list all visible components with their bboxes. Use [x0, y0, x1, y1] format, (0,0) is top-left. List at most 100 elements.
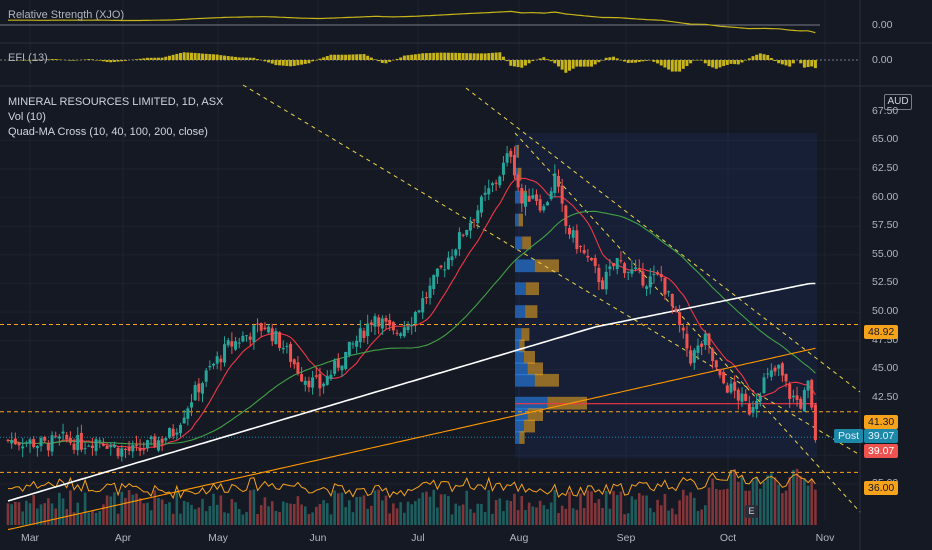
trend-line — [465, 87, 861, 393]
time-tick: Oct — [719, 532, 737, 544]
candle-body — [76, 434, 80, 451]
volume-bar — [120, 491, 124, 525]
efi-bar — [171, 54, 175, 60]
volume-bar — [410, 504, 413, 525]
efi-bar — [285, 60, 289, 66]
candle-body — [32, 439, 36, 448]
candle-body — [597, 267, 601, 283]
candle-body — [483, 192, 487, 195]
candle-body — [711, 348, 715, 362]
efi-bar — [223, 55, 227, 60]
efi-bar — [678, 60, 682, 72]
volume-bar — [726, 488, 729, 525]
efi-bar — [72, 60, 76, 61]
candle-body — [788, 384, 792, 400]
volume-bar — [659, 505, 663, 525]
efi-bar — [178, 53, 182, 60]
price-tick: 55.00 — [872, 247, 899, 260]
volume-bar — [325, 503, 329, 525]
volume-bar — [124, 497, 127, 525]
efi-bar — [645, 60, 649, 61]
candle-body — [512, 154, 516, 176]
volume-bar — [28, 503, 32, 525]
volume-bar — [337, 493, 340, 525]
candle-body — [358, 328, 362, 343]
efi-bar — [369, 57, 373, 60]
candle-body — [175, 432, 179, 435]
efi-bar — [512, 60, 516, 67]
volume-bar — [91, 510, 94, 525]
volume-bar — [102, 504, 105, 525]
candle-body — [534, 194, 538, 201]
candle-body — [263, 327, 267, 330]
volume-bar — [447, 496, 450, 525]
vp-bar-sell — [527, 362, 543, 376]
volume-bar — [535, 507, 538, 525]
currency-unit[interactable]: AUD — [884, 94, 912, 110]
time-tick: Sep — [616, 532, 636, 544]
candle-body — [204, 370, 208, 382]
candle-body — [608, 266, 612, 270]
efi-bar — [175, 53, 179, 60]
volume-bar — [10, 504, 13, 525]
candle-body — [248, 336, 252, 340]
efi-bar — [417, 53, 421, 60]
indicator-quad-ma[interactable]: Quad-MA Cross (10, 40, 100, 200, close) — [8, 126, 208, 138]
efi-bar — [318, 58, 322, 60]
efi-bar — [358, 54, 362, 60]
volume-bar — [729, 469, 733, 525]
candle-body — [259, 323, 263, 331]
efi-bar — [523, 60, 527, 66]
candle-body — [424, 297, 428, 299]
candle-body — [57, 436, 61, 439]
candle-body — [186, 408, 190, 419]
efi-bar — [681, 60, 685, 69]
rs-pane-title: Relative Strength (XJO) — [8, 9, 125, 21]
efi-bar — [237, 57, 241, 60]
horizontal-levels — [0, 323, 860, 473]
volume-bar — [601, 507, 604, 525]
volume-bar — [740, 475, 744, 525]
efi-bar — [292, 60, 296, 66]
candle-body — [520, 188, 524, 204]
efi-bar — [465, 53, 469, 60]
vp-bar-sell — [534, 373, 559, 387]
efi-bar — [490, 52, 494, 60]
volume-bar — [770, 473, 773, 525]
efi-bar — [780, 60, 784, 65]
candle-body — [601, 280, 605, 290]
candle-body — [457, 232, 461, 250]
efi-bar — [736, 60, 740, 65]
efi-bar — [145, 57, 149, 60]
efi-bar — [725, 60, 729, 65]
candle-body — [300, 374, 304, 382]
efi-bar — [182, 52, 186, 60]
efi-bar — [696, 60, 700, 61]
volume-bar — [681, 489, 685, 525]
candle-body — [553, 173, 557, 193]
volume-bar — [182, 500, 186, 525]
efi-bar — [483, 53, 487, 60]
efi-bar — [439, 52, 443, 60]
volume-bar — [50, 503, 54, 525]
candle-body — [340, 365, 344, 371]
candle-body — [689, 350, 693, 364]
efi-bar — [123, 60, 127, 61]
volume-bar — [667, 510, 670, 525]
symbol-title[interactable]: MINERAL RESOURCES LIMITED, 1D, ASX — [8, 96, 224, 108]
indicator-volume[interactable]: Vol (10) — [8, 111, 46, 123]
candle-body — [120, 448, 124, 457]
efi-bar — [112, 60, 116, 62]
candle-body — [571, 230, 575, 238]
efi-bar — [270, 60, 274, 64]
candle-body — [634, 267, 638, 270]
candle-body — [527, 195, 531, 202]
volume-bar — [516, 510, 520, 525]
earnings-marker[interactable]: E — [745, 505, 758, 518]
level-tag-resistance: 48.92 — [864, 325, 899, 339]
candle-body — [579, 246, 583, 248]
efi-bar — [498, 52, 502, 60]
efi-bar — [813, 60, 817, 69]
candle-body — [171, 428, 175, 437]
